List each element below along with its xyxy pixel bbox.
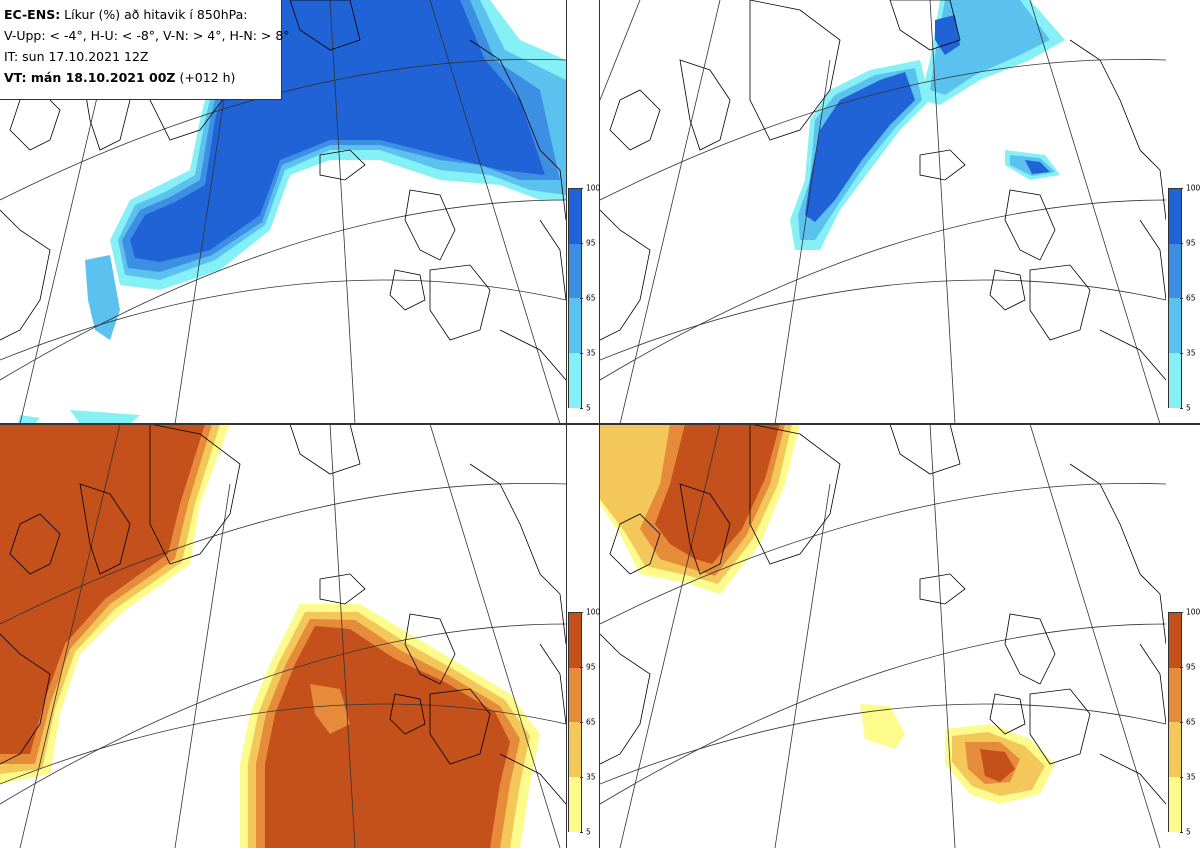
info-line-2: V-Upp: < -4°, H-U: < -8°, V-N: > 4°, H-N… <box>4 28 290 43</box>
prob-area-core <box>655 424 780 564</box>
colorbar-tick-label: 65 <box>586 293 596 303</box>
colorbar-tick <box>1180 612 1183 613</box>
colorbar-tick-label: 35 <box>1186 772 1196 782</box>
colorbar-tick <box>1180 777 1183 778</box>
colorbar-tick-label: 5 <box>586 403 591 413</box>
legend-info-box: EC-ENS: Líkur (%) að hitavik í 850hPa: V… <box>0 0 290 100</box>
colorbar-bar <box>1168 612 1182 832</box>
colorbar-segment <box>1169 298 1181 353</box>
lat-lon-grid <box>0 424 566 848</box>
info-line-1: EC-ENS: Líkur (%) að hitavik í 850hPa: <box>4 4 277 25</box>
colorbar-segment <box>569 352 581 408</box>
colorbar-tick-label: 100 <box>1186 607 1200 617</box>
colorbar-segment <box>1169 189 1181 244</box>
colorbar-segment <box>569 776 581 832</box>
colorbar-segment <box>1169 722 1181 777</box>
info-line-4: VT: mán 18.10.2021 00Z (+012 h) <box>4 67 277 88</box>
v-divider <box>566 0 567 848</box>
colorbar-tick-label: 35 <box>1186 348 1196 358</box>
colorbar-bottom-left: 100 95 65 35 5 <box>568 608 608 837</box>
colorbar-top-right: 100 95 65 35 5 <box>1168 184 1200 413</box>
colorbar-segment <box>1169 243 1181 299</box>
lat-lon-grid <box>600 0 1166 424</box>
colorbar-tick <box>1180 408 1183 409</box>
colorbar-bottom-right: 100 95 65 35 5 <box>1168 608 1200 837</box>
map-panel-bottom-right <box>600 424 1166 848</box>
colorbar-tick <box>1180 188 1183 189</box>
colorbar-segment <box>569 298 581 353</box>
colorbar-segment <box>1169 352 1181 408</box>
info-line-1-bold: EC-ENS: <box>4 7 61 22</box>
colorbar-segment <box>1169 776 1181 832</box>
colorbar-segment <box>569 189 581 244</box>
colorbar-bar <box>1168 188 1182 408</box>
map-panel-bottom-left <box>0 424 566 848</box>
info-line-4-text: (+012 h) <box>175 70 236 85</box>
coastlines <box>0 424 566 805</box>
colorbar-tick <box>580 667 583 668</box>
colorbar-tick <box>1180 298 1183 299</box>
colorbar-tick <box>1180 832 1183 833</box>
colorbar-tick-label: 5 <box>586 827 591 837</box>
colorbar-tick <box>1180 722 1183 723</box>
coastlines <box>600 424 1166 805</box>
colorbar-segment <box>1169 613 1181 668</box>
map-panel-top-right <box>600 0 1166 424</box>
colorbar-tick <box>1180 667 1183 668</box>
prob-area-core <box>0 424 205 754</box>
colorbar-tick <box>580 722 583 723</box>
coastlines <box>600 0 1166 381</box>
colorbar-segment <box>1169 667 1181 723</box>
colorbar-tick <box>580 612 583 613</box>
colorbar-tick <box>580 353 583 354</box>
colorbar-tick-label: 95 <box>586 238 596 248</box>
colorbar-tick-label: 95 <box>1186 662 1196 672</box>
colorbar-tick-label: 100 <box>586 183 601 193</box>
lat-lon-grid <box>600 424 1166 848</box>
colorbar-tick-label: 65 <box>586 717 596 727</box>
colorbar-tick-label: 95 <box>586 662 596 672</box>
info-line-1-text: Líkur (%) að hitavik í 850hPa: <box>60 7 248 22</box>
colorbar-segment <box>569 243 581 299</box>
h-divider <box>0 423 1200 425</box>
map-top-right <box>600 0 1166 424</box>
colorbar-tick-label: 65 <box>1186 717 1196 727</box>
colorbar-tick-label: 95 <box>1186 238 1196 248</box>
colorbar-tick <box>580 408 583 409</box>
colorbar-segment <box>569 667 581 723</box>
colorbar-tick <box>580 298 583 299</box>
colorbar-tick-label: 5 <box>1186 403 1191 413</box>
colorbar-tick-label: 5 <box>1186 827 1191 837</box>
map-bottom-right <box>600 424 1166 848</box>
colorbar-segment <box>569 722 581 777</box>
v-divider-2 <box>599 0 600 848</box>
colorbar-tick-label: 100 <box>586 607 601 617</box>
info-line-3: IT: sun 17.10.2021 12Z <box>4 49 149 64</box>
colorbar-tick-label: 100 <box>1186 183 1200 193</box>
colorbar-bar <box>568 612 582 832</box>
colorbar-tick <box>1180 243 1183 244</box>
colorbar-tick-label: 35 <box>586 348 596 358</box>
colorbar-tick <box>1180 353 1183 354</box>
colorbar-tick <box>580 188 583 189</box>
colorbar-segment <box>569 613 581 668</box>
info-line-4-bold: VT: mán 18.10.2021 00Z <box>4 70 176 85</box>
colorbar-tick <box>580 243 583 244</box>
map-bottom-left <box>0 424 566 848</box>
colorbar-tick-label: 65 <box>1186 293 1196 303</box>
prob-area-core <box>805 72 915 222</box>
colorbar-tick <box>580 832 583 833</box>
colorbar-top-left: 100 95 65 35 5 <box>568 184 608 413</box>
colorbar-tick-label: 35 <box>586 772 596 782</box>
colorbar-tick <box>580 777 583 778</box>
